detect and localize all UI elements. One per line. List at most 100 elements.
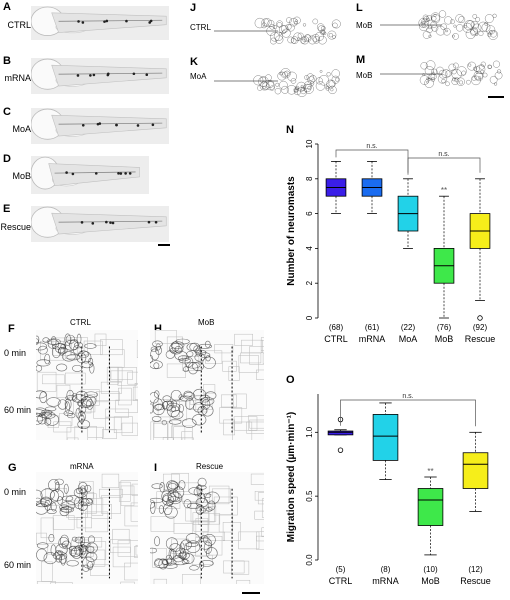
larva-body: [51, 12, 167, 33]
y-tick-label: 6: [305, 211, 314, 216]
cell-membrane: [77, 537, 103, 548]
primordium-cell: [162, 558, 177, 566]
cell-membrane: [64, 372, 86, 385]
primordium-cell: [36, 407, 47, 416]
cell-membrane: [105, 416, 122, 431]
cell-membrane: [240, 352, 262, 364]
cell-outline: [282, 71, 289, 78]
panel-a-label: CTRL: [7, 20, 31, 30]
cell-membrane: [157, 399, 180, 418]
cell-outline: [461, 70, 467, 76]
primordium-cell: [154, 390, 160, 398]
count-label: (68): [329, 323, 344, 332]
cell-outline: [470, 26, 478, 35]
cell-outline: [452, 62, 459, 69]
primordium-cell: [181, 559, 190, 565]
primordium-cell: [83, 395, 97, 407]
cell-outline: [296, 86, 308, 97]
primordium-cell: [56, 363, 68, 372]
cell-outline: [470, 28, 478, 37]
primordium-cell: [50, 336, 57, 346]
cell-outline: [279, 71, 283, 76]
cell-membrane: [205, 350, 223, 364]
cell-membrane: [238, 531, 260, 550]
cell-membrane: [189, 399, 213, 410]
primordium-cell: [167, 496, 181, 502]
cell-outline: [263, 18, 272, 27]
primordium-cell: [75, 407, 82, 419]
cell-outline: [272, 24, 278, 30]
scale-bar-e: [158, 244, 170, 246]
cell-membrane: [100, 381, 122, 394]
primordium-image-m: [378, 54, 506, 94]
primordium-cell: [178, 551, 187, 559]
larva-drawing: [31, 6, 167, 36]
cell-membrane: [110, 370, 133, 380]
cell-outline: [489, 75, 498, 84]
box-rescue: [462, 452, 489, 489]
primordium-cell: [192, 388, 207, 401]
primordium-cell: [36, 497, 42, 505]
cell-outline: [471, 75, 481, 86]
cell-outline: [419, 75, 430, 85]
cell-outline: [284, 70, 290, 77]
y-axis-label: Number of neuromasts: [286, 176, 297, 286]
cell-membrane: [53, 421, 72, 433]
primordium-cell: [174, 346, 183, 354]
cell-outline: [330, 88, 334, 92]
primordium-cell: [63, 483, 69, 494]
primordium-cell: [183, 499, 192, 509]
cell-outline: [312, 18, 319, 25]
lateral-line: [58, 122, 163, 125]
cell-membrane: [260, 340, 264, 353]
cell-outline: [281, 85, 289, 94]
primordium-cell: [183, 390, 193, 398]
cell-outline: [451, 69, 457, 75]
primordium-cell: [189, 565, 199, 571]
cell-outline: [293, 16, 301, 25]
cell-membrane: [121, 422, 138, 436]
panel-letter-m: M: [356, 54, 366, 66]
cell-membrane: [99, 488, 123, 498]
larva-image-c: [31, 108, 169, 144]
cell-membrane: [118, 387, 132, 406]
primordium-cell: [66, 389, 74, 401]
primordium-cell: [61, 540, 72, 550]
primordium-cell: [78, 547, 88, 559]
cell-outline: [328, 33, 333, 38]
primordium-cell: [205, 355, 211, 362]
primordium-cell: [180, 539, 192, 550]
cell-outline: [443, 27, 451, 36]
primordium-cell: [152, 340, 163, 348]
cell-outline: [475, 71, 479, 74]
primordium-cell: [82, 564, 90, 572]
cell-outline: [287, 36, 295, 44]
larva-body: [48, 163, 140, 186]
category-label: mRNA: [359, 334, 386, 344]
y-tick-label: 4: [305, 246, 314, 251]
neuromast-dot: [91, 222, 95, 225]
cell-outline: [473, 66, 480, 72]
primordium-cell: [185, 533, 200, 544]
cell-outline: [453, 24, 457, 28]
panel-letter-h: H: [154, 323, 162, 335]
timelapse-drawing: [150, 330, 264, 440]
cell-outline: [466, 79, 471, 85]
primordium-cell: [86, 542, 98, 554]
primordium-cell: [74, 536, 84, 544]
cell-membrane: [124, 505, 138, 527]
primordium-cell: [73, 487, 88, 498]
cell-membrane: [231, 560, 250, 575]
cell-outline: [435, 66, 444, 75]
cell-membrane: [213, 496, 238, 516]
primordium-cell: [150, 497, 164, 504]
primordium-cell: [193, 345, 202, 354]
neuromast-dot: [105, 220, 108, 224]
primordium-cell: [207, 500, 216, 511]
neuromast-dot: [119, 172, 123, 175]
cell-outline: [472, 23, 482, 33]
neuromast-dot: [154, 220, 158, 224]
primordium-cell: [75, 488, 83, 494]
cell-outline: [467, 61, 477, 71]
cell-membrane: [234, 333, 253, 346]
